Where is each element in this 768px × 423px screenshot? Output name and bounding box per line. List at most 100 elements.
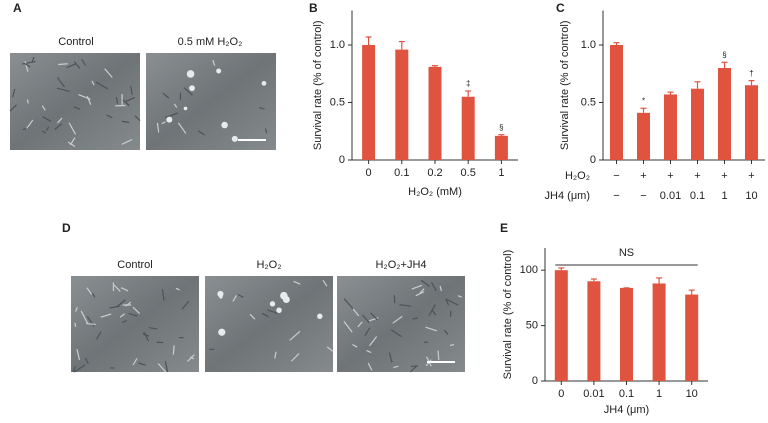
cell [69, 137, 76, 146]
cell [343, 298, 354, 310]
cell [352, 307, 360, 317]
bar [428, 66, 442, 160]
cell [352, 343, 358, 348]
cell [95, 81, 109, 90]
y-tick-label: 1.0 [581, 39, 596, 51]
cell [121, 319, 128, 324]
bar [745, 85, 758, 160]
cell [317, 313, 323, 320]
error-bar [365, 36, 372, 45]
cell [100, 313, 112, 318]
cell [42, 116, 52, 122]
cell [189, 85, 195, 92]
cell [388, 352, 393, 363]
cell [31, 56, 35, 62]
cell [231, 135, 238, 142]
x-tick-label: + [694, 170, 700, 182]
cell [76, 349, 81, 361]
y-tick-label: 0 [590, 154, 596, 166]
cell [45, 126, 50, 132]
error-bar [398, 40, 405, 50]
y-axis-label: Survival rate (% of control) [502, 250, 514, 380]
cell [142, 333, 150, 337]
cell [367, 362, 373, 371]
cell [26, 99, 29, 104]
cell [121, 98, 130, 107]
error-bar [590, 278, 597, 282]
cell [218, 328, 226, 336]
cell [445, 298, 459, 306]
cell [390, 329, 402, 338]
y-tick-label: 0 [339, 154, 345, 166]
cell [91, 80, 95, 86]
x-tick-label: − [613, 190, 619, 202]
cell [369, 336, 378, 347]
cell [161, 121, 166, 125]
y-tick-label: 50 [526, 319, 538, 331]
error-bar [694, 81, 701, 89]
cell [439, 285, 442, 292]
image-caption: 0.5 mM H₂O₂ [178, 36, 243, 48]
cell [106, 114, 113, 119]
micrograph [146, 53, 276, 150]
x-tick-label: 10 [745, 190, 757, 202]
error-bar [748, 80, 755, 86]
cell [282, 296, 290, 304]
error-bar [656, 277, 663, 284]
cell [166, 116, 173, 123]
cell [172, 345, 175, 355]
image-caption: Control [58, 36, 93, 48]
cell [399, 304, 412, 307]
bar [362, 45, 376, 160]
bar [587, 281, 601, 381]
x-tick-label: 0.1 [394, 167, 409, 179]
cell [132, 306, 141, 314]
bar [652, 283, 666, 381]
cell [261, 80, 267, 86]
cell [67, 141, 76, 148]
cell [120, 287, 129, 292]
cell [370, 312, 379, 321]
cell [189, 356, 195, 360]
x-tick-label: 1 [498, 167, 504, 179]
cell [96, 331, 102, 340]
error-bar [613, 42, 620, 45]
cell [431, 281, 437, 292]
bar [461, 96, 475, 160]
error-bar [432, 65, 438, 67]
cell [264, 128, 268, 134]
cell [73, 364, 86, 373]
cell [173, 103, 178, 108]
x-axis-label: JH4 (μm) [604, 404, 649, 416]
panel-letter: C [556, 1, 565, 15]
cell [197, 130, 205, 136]
cell [274, 351, 277, 359]
cell [369, 317, 379, 322]
error-bar [688, 289, 695, 295]
cell [237, 294, 244, 298]
cell [54, 123, 63, 130]
x-tick-label: 0.01 [583, 388, 604, 400]
cell [41, 130, 47, 134]
cell [138, 362, 146, 366]
cell [217, 290, 224, 298]
cell [181, 300, 190, 310]
cell [58, 63, 68, 66]
x-tick-label: 0.1 [619, 388, 634, 400]
x-tick-label: 0.2 [427, 167, 442, 179]
bar [610, 45, 623, 160]
x-tick-label: + [640, 170, 646, 182]
significance-mark: ‡ [466, 79, 470, 88]
x-tick-label: + [748, 170, 754, 182]
significance-mark: * [642, 96, 645, 105]
cell [115, 97, 119, 104]
cell [290, 353, 300, 362]
cell [322, 279, 328, 287]
panel-letter: A [13, 1, 22, 15]
y-tick-label: 0.5 [330, 96, 345, 108]
cell [457, 295, 463, 298]
cell [432, 310, 437, 316]
cell [113, 284, 121, 292]
cell [183, 87, 193, 96]
